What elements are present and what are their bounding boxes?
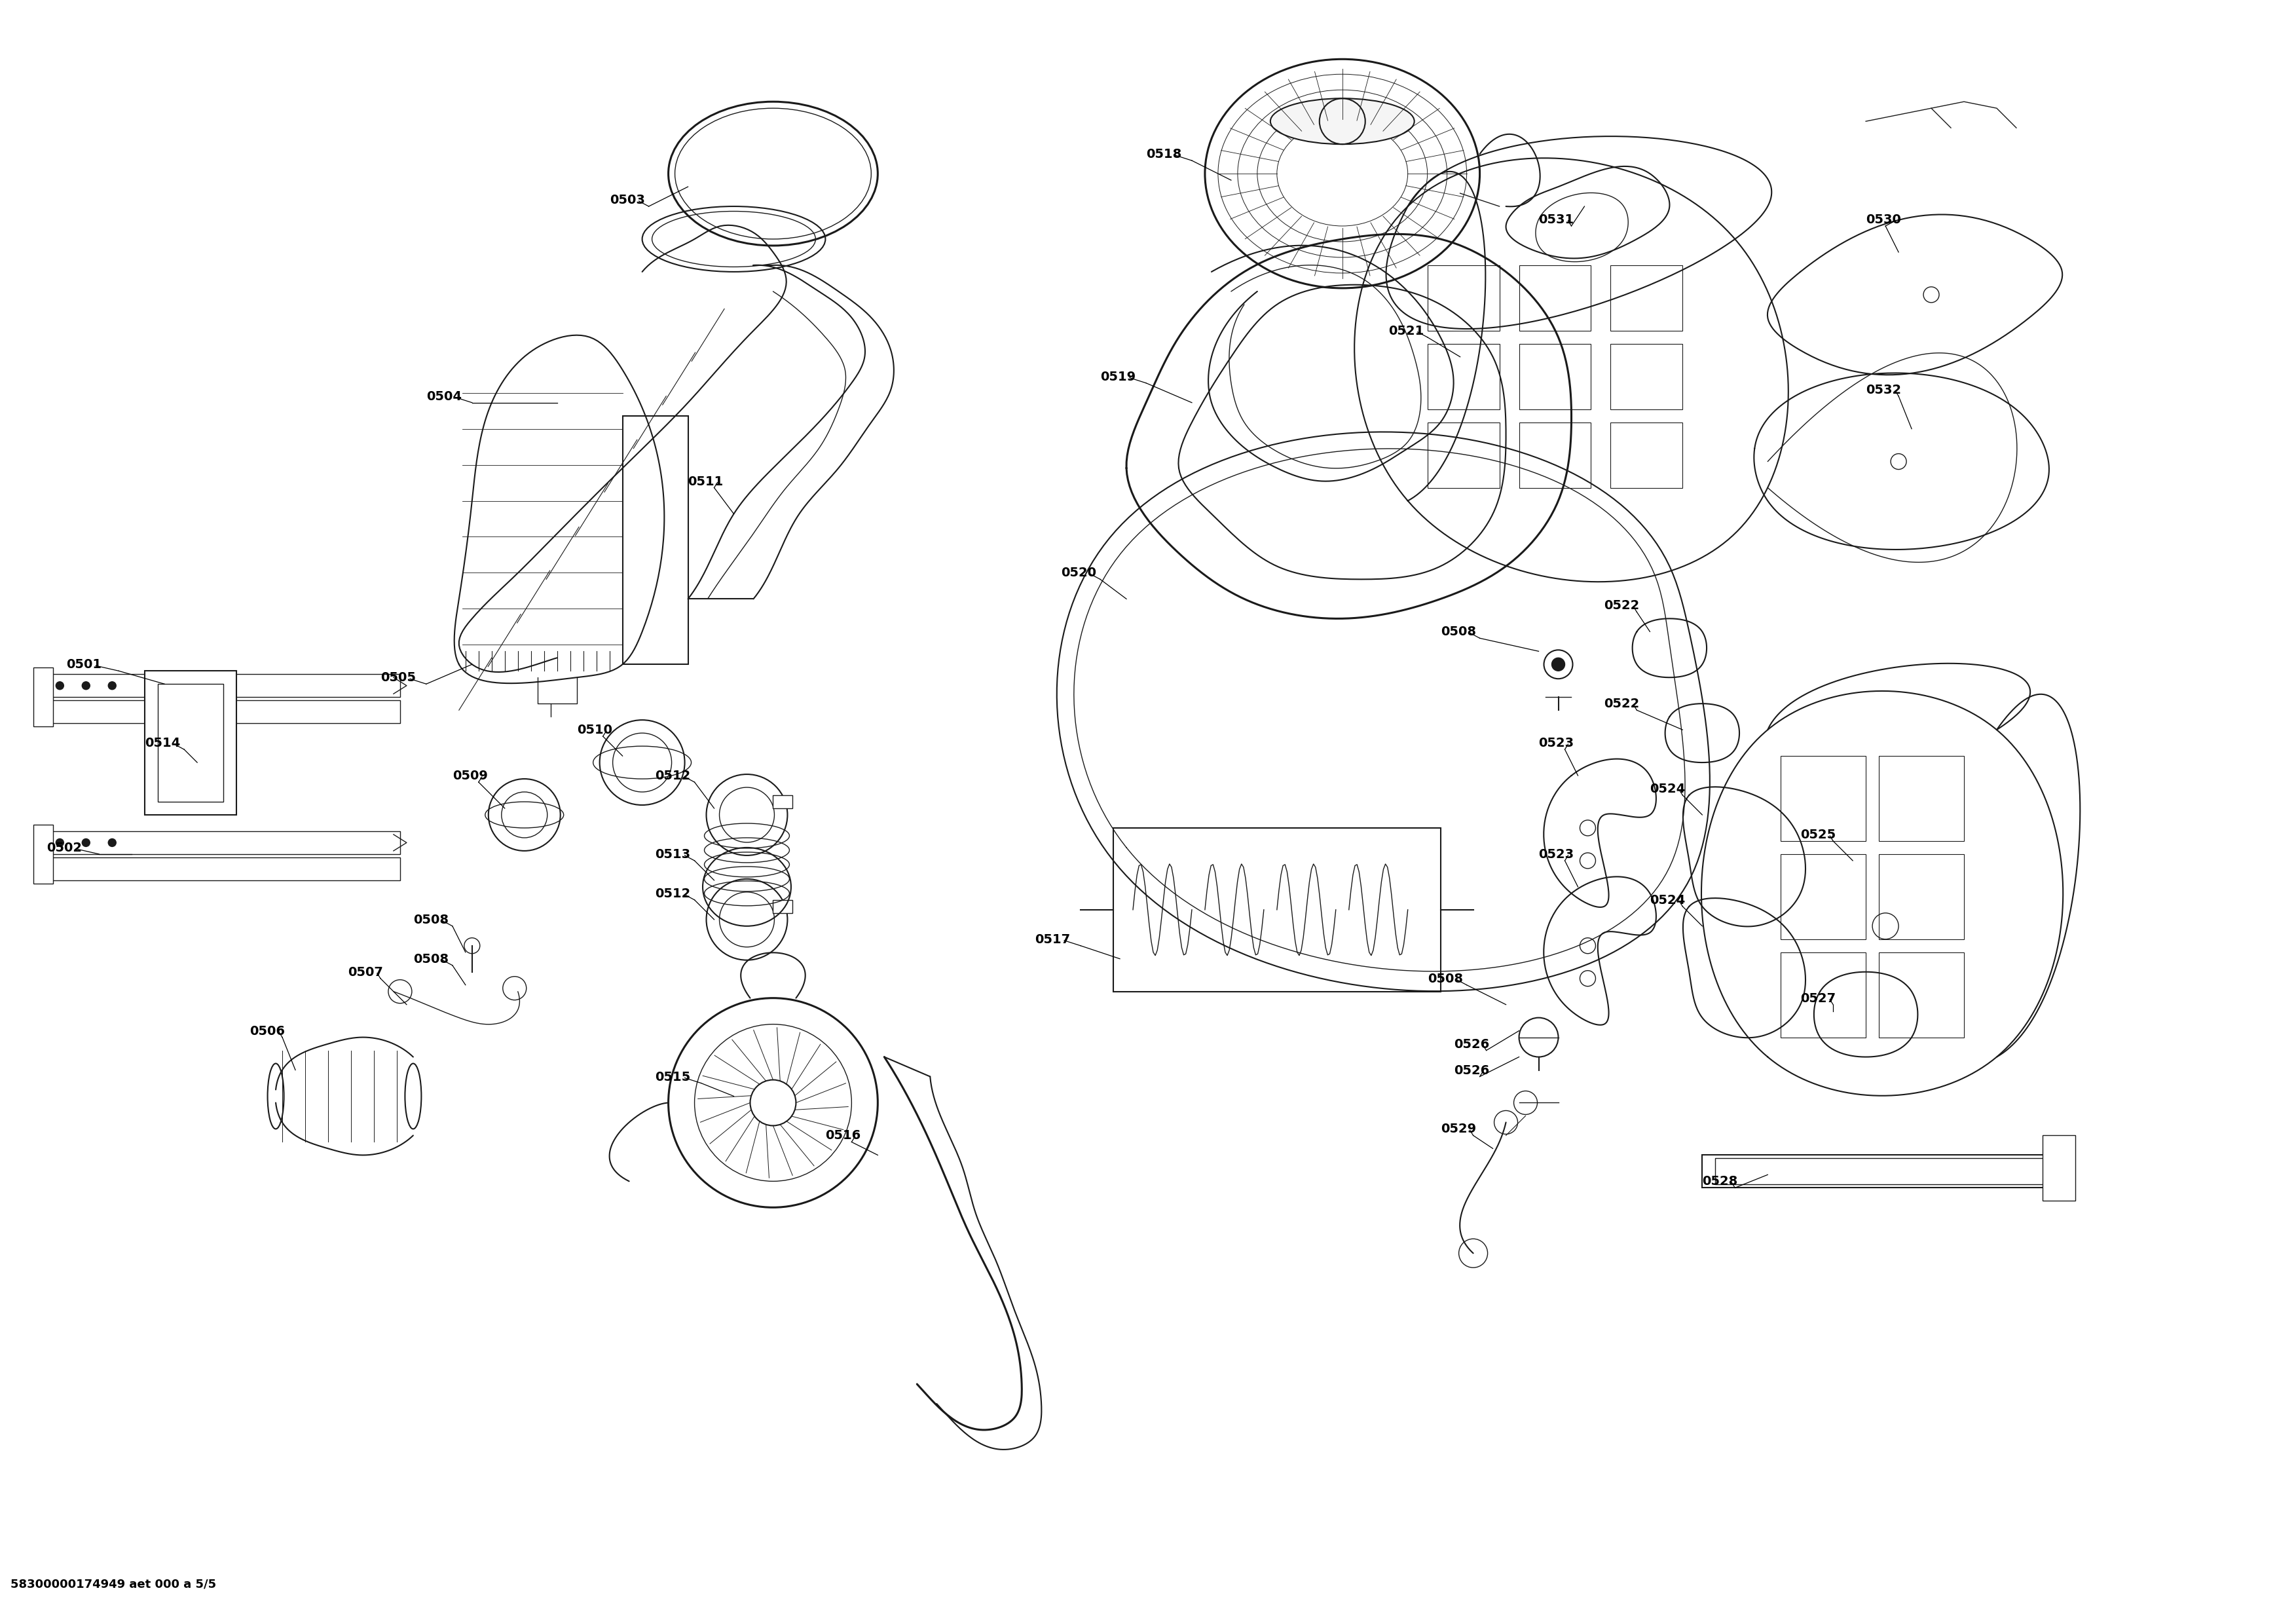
Text: 0518: 0518 bbox=[1146, 148, 1182, 160]
Text: 0520: 0520 bbox=[1061, 567, 1095, 579]
Text: 0531: 0531 bbox=[1538, 213, 1575, 226]
Bar bbox=[1520, 265, 1591, 331]
Bar bbox=[2043, 1136, 2076, 1201]
Text: 0514: 0514 bbox=[145, 738, 181, 749]
Bar bbox=[1520, 344, 1591, 410]
Text: 0511: 0511 bbox=[689, 475, 723, 487]
Text: 0507: 0507 bbox=[347, 967, 383, 978]
Text: 0502: 0502 bbox=[46, 841, 83, 854]
Text: 0523: 0523 bbox=[1538, 738, 1575, 749]
Text: 0526: 0526 bbox=[1453, 1064, 1490, 1077]
Text: 0521: 0521 bbox=[1389, 324, 1424, 337]
Bar bbox=[1782, 854, 1867, 939]
Bar bbox=[1782, 952, 1867, 1038]
Bar bbox=[1878, 854, 1963, 939]
Bar bbox=[1609, 344, 1683, 410]
Circle shape bbox=[55, 681, 64, 689]
Text: 0513: 0513 bbox=[654, 849, 691, 860]
Bar bbox=[34, 668, 53, 726]
Text: 0508: 0508 bbox=[1428, 973, 1463, 985]
Bar bbox=[1701, 1156, 2062, 1188]
Text: 0529: 0529 bbox=[1440, 1123, 1476, 1136]
Text: 0503: 0503 bbox=[608, 194, 645, 207]
Bar bbox=[1782, 755, 1867, 841]
Text: 0509: 0509 bbox=[452, 770, 487, 783]
Text: 0524: 0524 bbox=[1651, 894, 1685, 907]
Text: 0508: 0508 bbox=[413, 952, 448, 965]
Text: 0522: 0522 bbox=[1605, 599, 1639, 612]
Text: 0532: 0532 bbox=[1867, 384, 1901, 395]
Text: 0515: 0515 bbox=[654, 1070, 691, 1083]
Bar bbox=[774, 796, 792, 809]
Text: 0522: 0522 bbox=[1605, 697, 1639, 710]
Bar bbox=[1520, 423, 1591, 487]
Text: 0523: 0523 bbox=[1538, 849, 1575, 860]
Text: 0526: 0526 bbox=[1453, 1038, 1490, 1051]
Bar bbox=[1609, 423, 1683, 487]
Text: 0525: 0525 bbox=[1800, 828, 1837, 841]
Bar bbox=[1878, 755, 1963, 841]
Text: 0501: 0501 bbox=[67, 659, 101, 671]
Text: 0516: 0516 bbox=[824, 1130, 861, 1143]
Bar bbox=[39, 831, 400, 854]
Text: 0504: 0504 bbox=[427, 391, 461, 402]
Bar bbox=[774, 901, 792, 914]
Bar bbox=[622, 416, 689, 665]
Bar bbox=[1715, 1159, 2048, 1185]
Bar bbox=[145, 671, 236, 815]
Text: 0512: 0512 bbox=[654, 770, 691, 783]
Text: 0508: 0508 bbox=[413, 914, 448, 926]
Circle shape bbox=[83, 681, 90, 689]
Text: 0519: 0519 bbox=[1100, 371, 1137, 383]
Bar bbox=[1609, 265, 1683, 331]
Text: 0505: 0505 bbox=[381, 671, 416, 684]
Text: 0524: 0524 bbox=[1651, 783, 1685, 796]
Bar bbox=[1428, 265, 1499, 331]
Bar bbox=[34, 825, 53, 883]
Bar bbox=[39, 675, 400, 697]
Bar bbox=[1428, 344, 1499, 410]
Text: 0510: 0510 bbox=[576, 725, 613, 736]
Text: 0517: 0517 bbox=[1035, 933, 1070, 946]
Bar bbox=[1114, 828, 1440, 991]
Bar bbox=[39, 700, 400, 723]
Bar bbox=[1878, 952, 1963, 1038]
Bar bbox=[158, 684, 223, 802]
Text: 0506: 0506 bbox=[250, 1025, 285, 1038]
Text: 0530: 0530 bbox=[1867, 213, 1901, 226]
Circle shape bbox=[1552, 659, 1566, 671]
Text: 0512: 0512 bbox=[654, 888, 691, 901]
Circle shape bbox=[108, 839, 117, 847]
Text: 58300000174949 aet 000 a 5/5: 58300000174949 aet 000 a 5/5 bbox=[11, 1578, 216, 1590]
Circle shape bbox=[108, 681, 117, 689]
Circle shape bbox=[83, 839, 90, 847]
Bar bbox=[39, 857, 400, 880]
Bar bbox=[1428, 423, 1499, 487]
Text: 0527: 0527 bbox=[1800, 993, 1837, 1004]
Text: 0528: 0528 bbox=[1701, 1175, 1738, 1188]
Ellipse shape bbox=[1270, 98, 1414, 144]
Circle shape bbox=[55, 839, 64, 847]
Text: 0508: 0508 bbox=[1440, 626, 1476, 638]
